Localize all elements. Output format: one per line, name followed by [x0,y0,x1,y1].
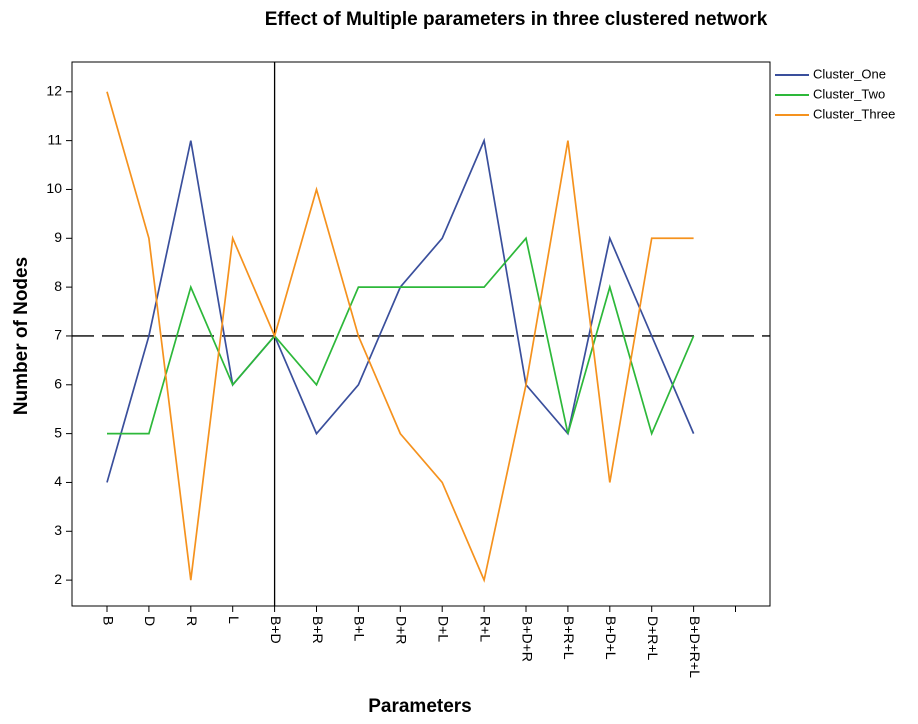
series-line [106,91,694,583]
x-tick-label: D+L [435,616,451,642]
y-axis-label: Number of Nodes [11,257,32,415]
plot-frame [71,61,771,607]
x-tick-label: B+D [268,616,284,644]
x-tick-label: D+R+L [645,616,661,661]
y-tick-label: 2 [54,571,62,587]
y-tick-label: 7 [54,327,62,343]
y-tick-label: 6 [54,375,62,391]
y-tick-label: 12 [46,82,62,98]
x-tick-label: R [184,616,200,626]
series-line [107,236,695,437]
x-tick-label: L [226,616,242,624]
y-tick-label: 9 [54,229,62,245]
y-tick-label: 4 [54,473,62,489]
x-tick-label: B+L [352,616,368,642]
x-tick-label: D+R [394,616,410,644]
x-tick-label: B+R+L [561,616,577,660]
x-tick-label: D [142,616,158,626]
legend-label: Cluster_Three [813,106,895,121]
x-tick-label: B+D+L [603,616,619,660]
x-axis-label: Parameters [368,696,472,717]
legend-label: Cluster_One [813,66,886,81]
x-tick-label: B+R [310,616,326,644]
x-tick-label: R+L [477,616,493,642]
legend-label: Cluster_Two [813,86,885,101]
chart-title: Effect of Multiple parameters in three c… [265,9,768,30]
y-tick-label: 10 [46,180,62,196]
x-tick-label: B+D+R+L [687,616,703,678]
y-tick-label: 3 [54,522,62,538]
series-line [106,137,695,483]
x-tick-label: B [100,616,116,625]
y-tick-label: 5 [54,424,62,440]
x-tick-label: B+D+R [519,616,535,662]
y-tick-label: 11 [47,131,62,147]
y-tick-label: 8 [54,278,62,294]
